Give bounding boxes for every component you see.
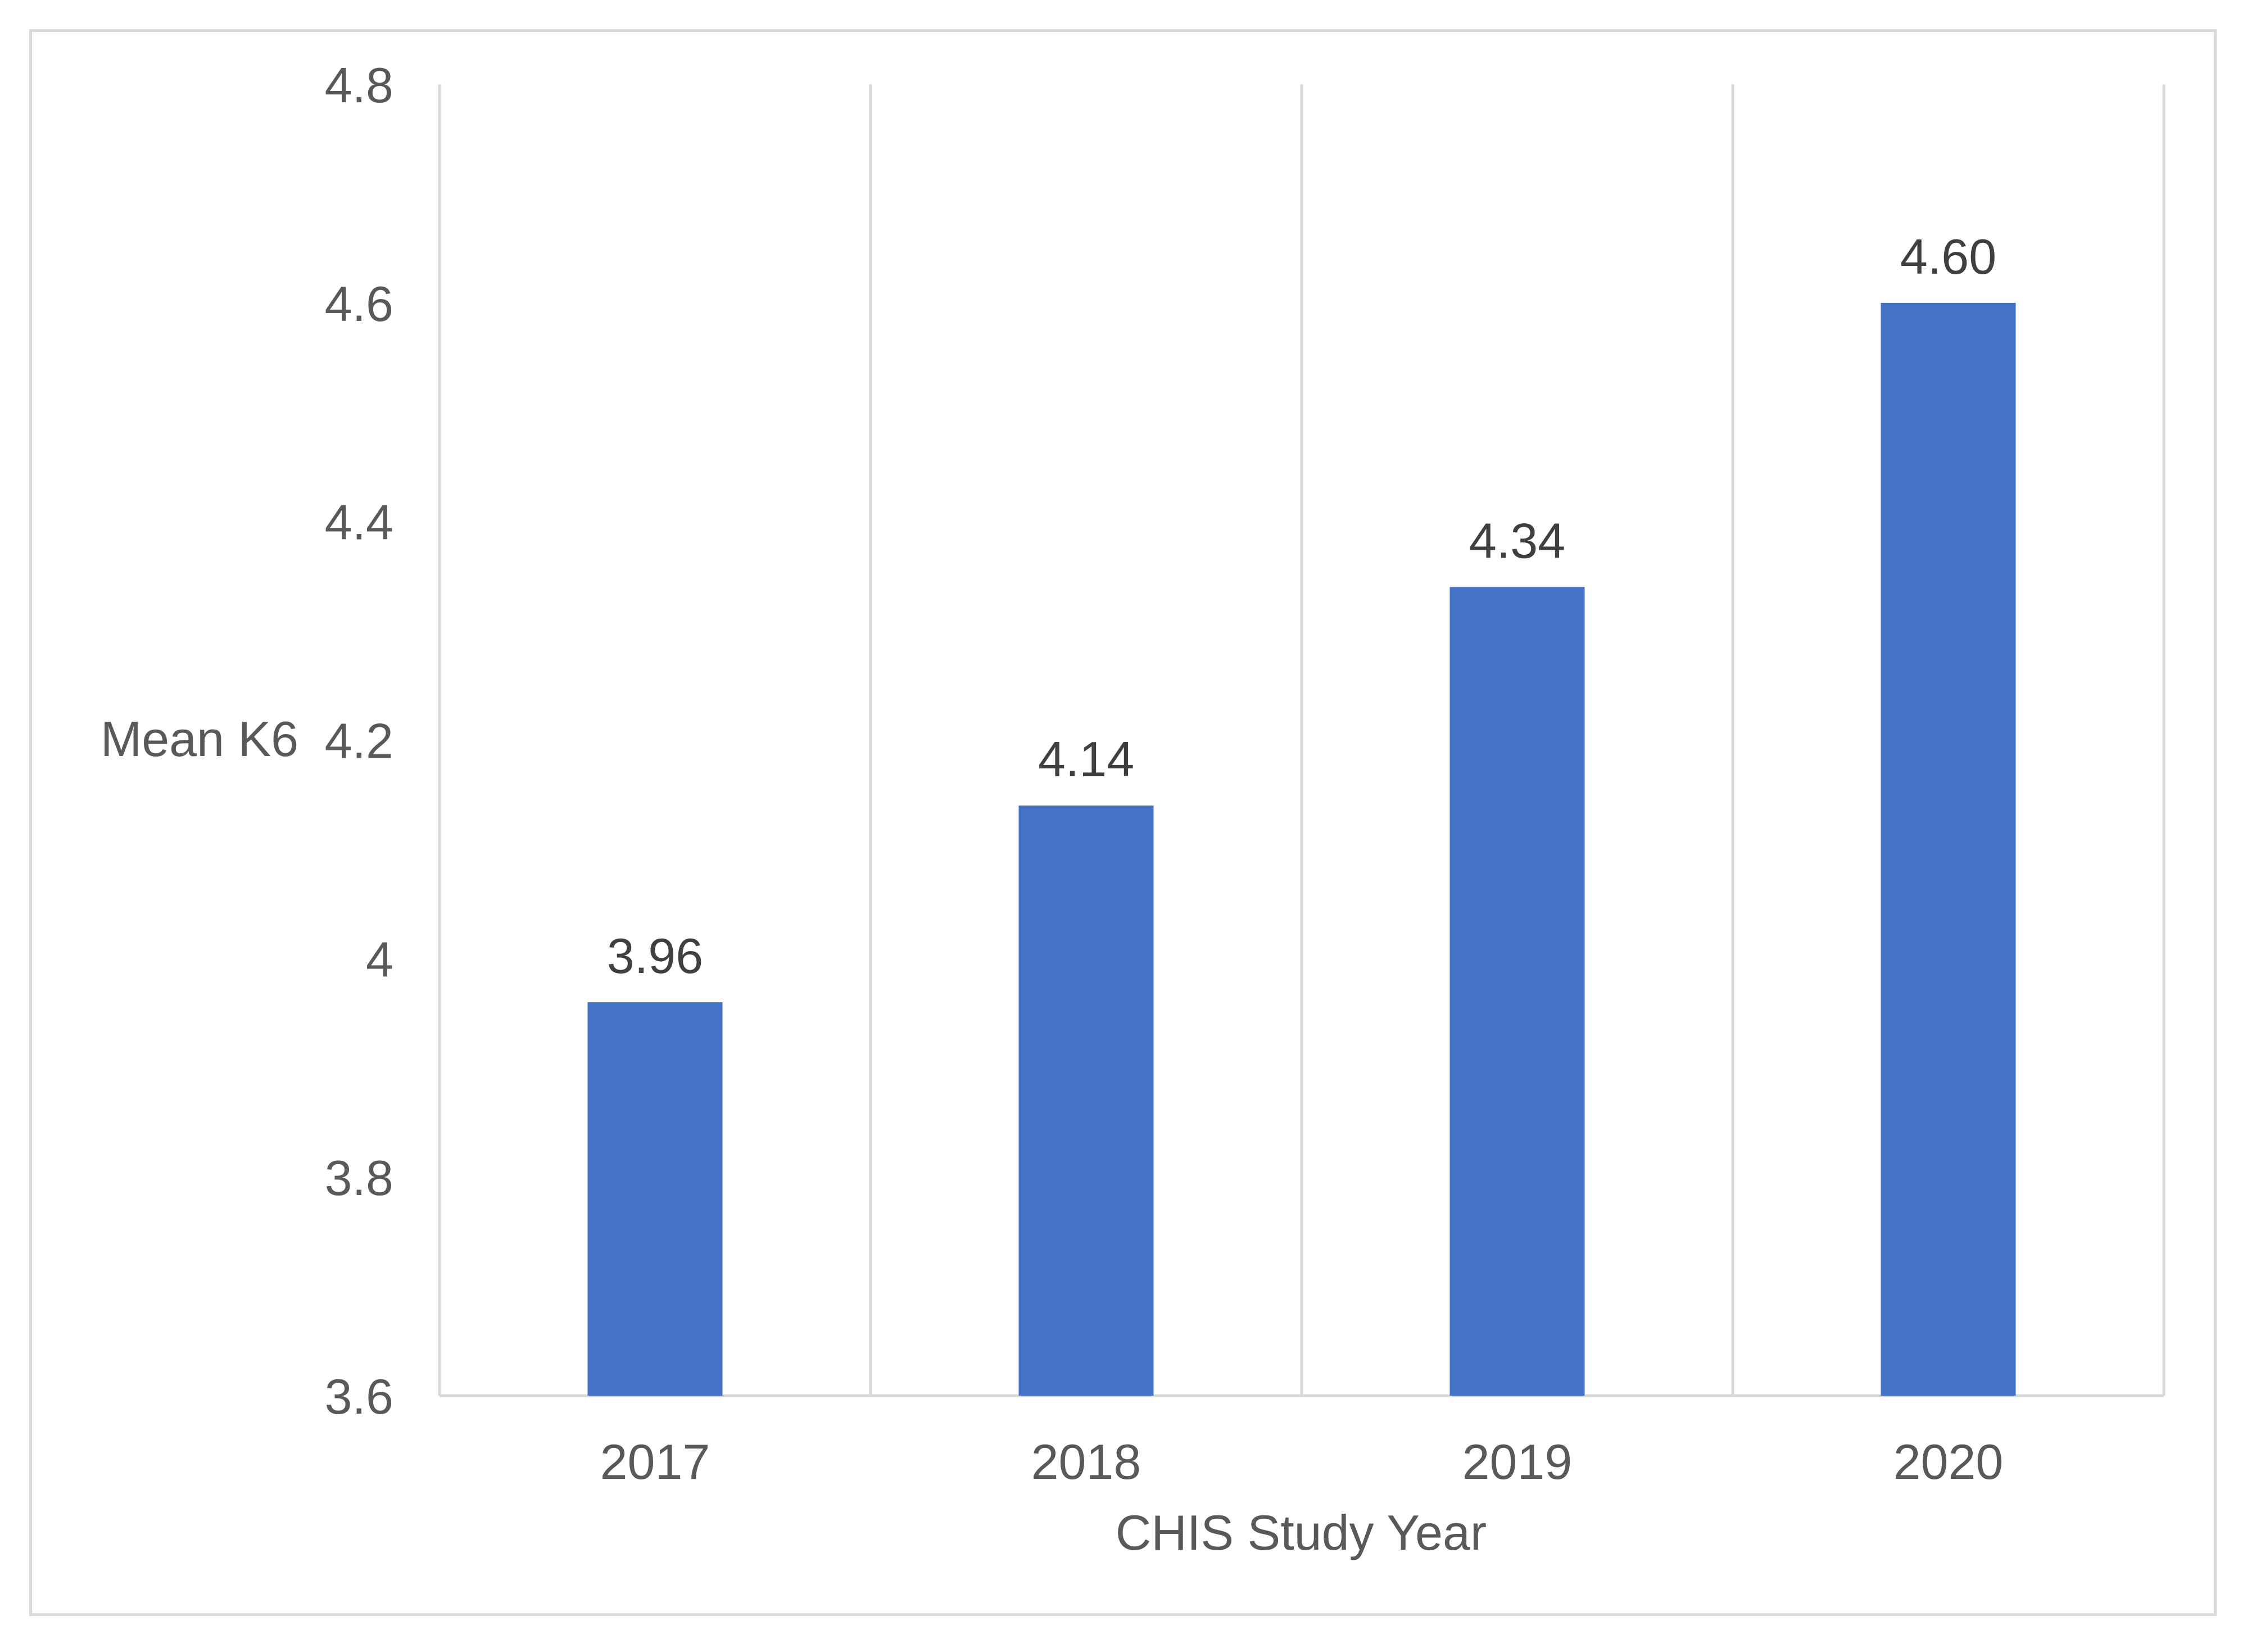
data-label-2018: 4.14 bbox=[1038, 731, 1134, 787]
x-tick-label: 2020 bbox=[1893, 1434, 2004, 1490]
data-label-2020: 4.60 bbox=[1900, 229, 1996, 284]
label-layer: 3.6 3.8 4 4.2 4.4 4.6 4.8 3.96 2017 4.14 2018 4.34 2… bbox=[325, 57, 2004, 1490]
y-tick-label: 3.6 bbox=[325, 1369, 393, 1424]
y-tick-label: 4 bbox=[366, 931, 393, 987]
y-tick-label: 4.6 bbox=[325, 276, 393, 332]
data-label-2017: 3.96 bbox=[607, 928, 703, 984]
bar-2017 bbox=[587, 1002, 723, 1396]
x-tick-label: 2018 bbox=[1031, 1434, 1141, 1490]
bar-2018 bbox=[1018, 805, 1154, 1396]
bar-layer bbox=[587, 302, 2016, 1396]
grid-layer bbox=[438, 84, 2166, 1397]
y-tick-label: 4.2 bbox=[325, 713, 393, 769]
bar-2019 bbox=[1449, 587, 1585, 1396]
y-tick-label: 4.8 bbox=[325, 57, 393, 113]
x-axis-title: CHIS Study Year bbox=[1116, 1505, 1487, 1560]
x-tick-label: 2019 bbox=[1462, 1434, 1573, 1490]
x-tick-label: 2017 bbox=[600, 1434, 710, 1490]
bar-2020 bbox=[1881, 302, 2016, 1396]
y-tick-label: 3.8 bbox=[325, 1150, 393, 1206]
data-label-2019: 4.34 bbox=[1469, 513, 1565, 568]
y-axis-title: Mean K6 bbox=[101, 711, 298, 767]
y-tick-label: 4.4 bbox=[325, 495, 393, 550]
